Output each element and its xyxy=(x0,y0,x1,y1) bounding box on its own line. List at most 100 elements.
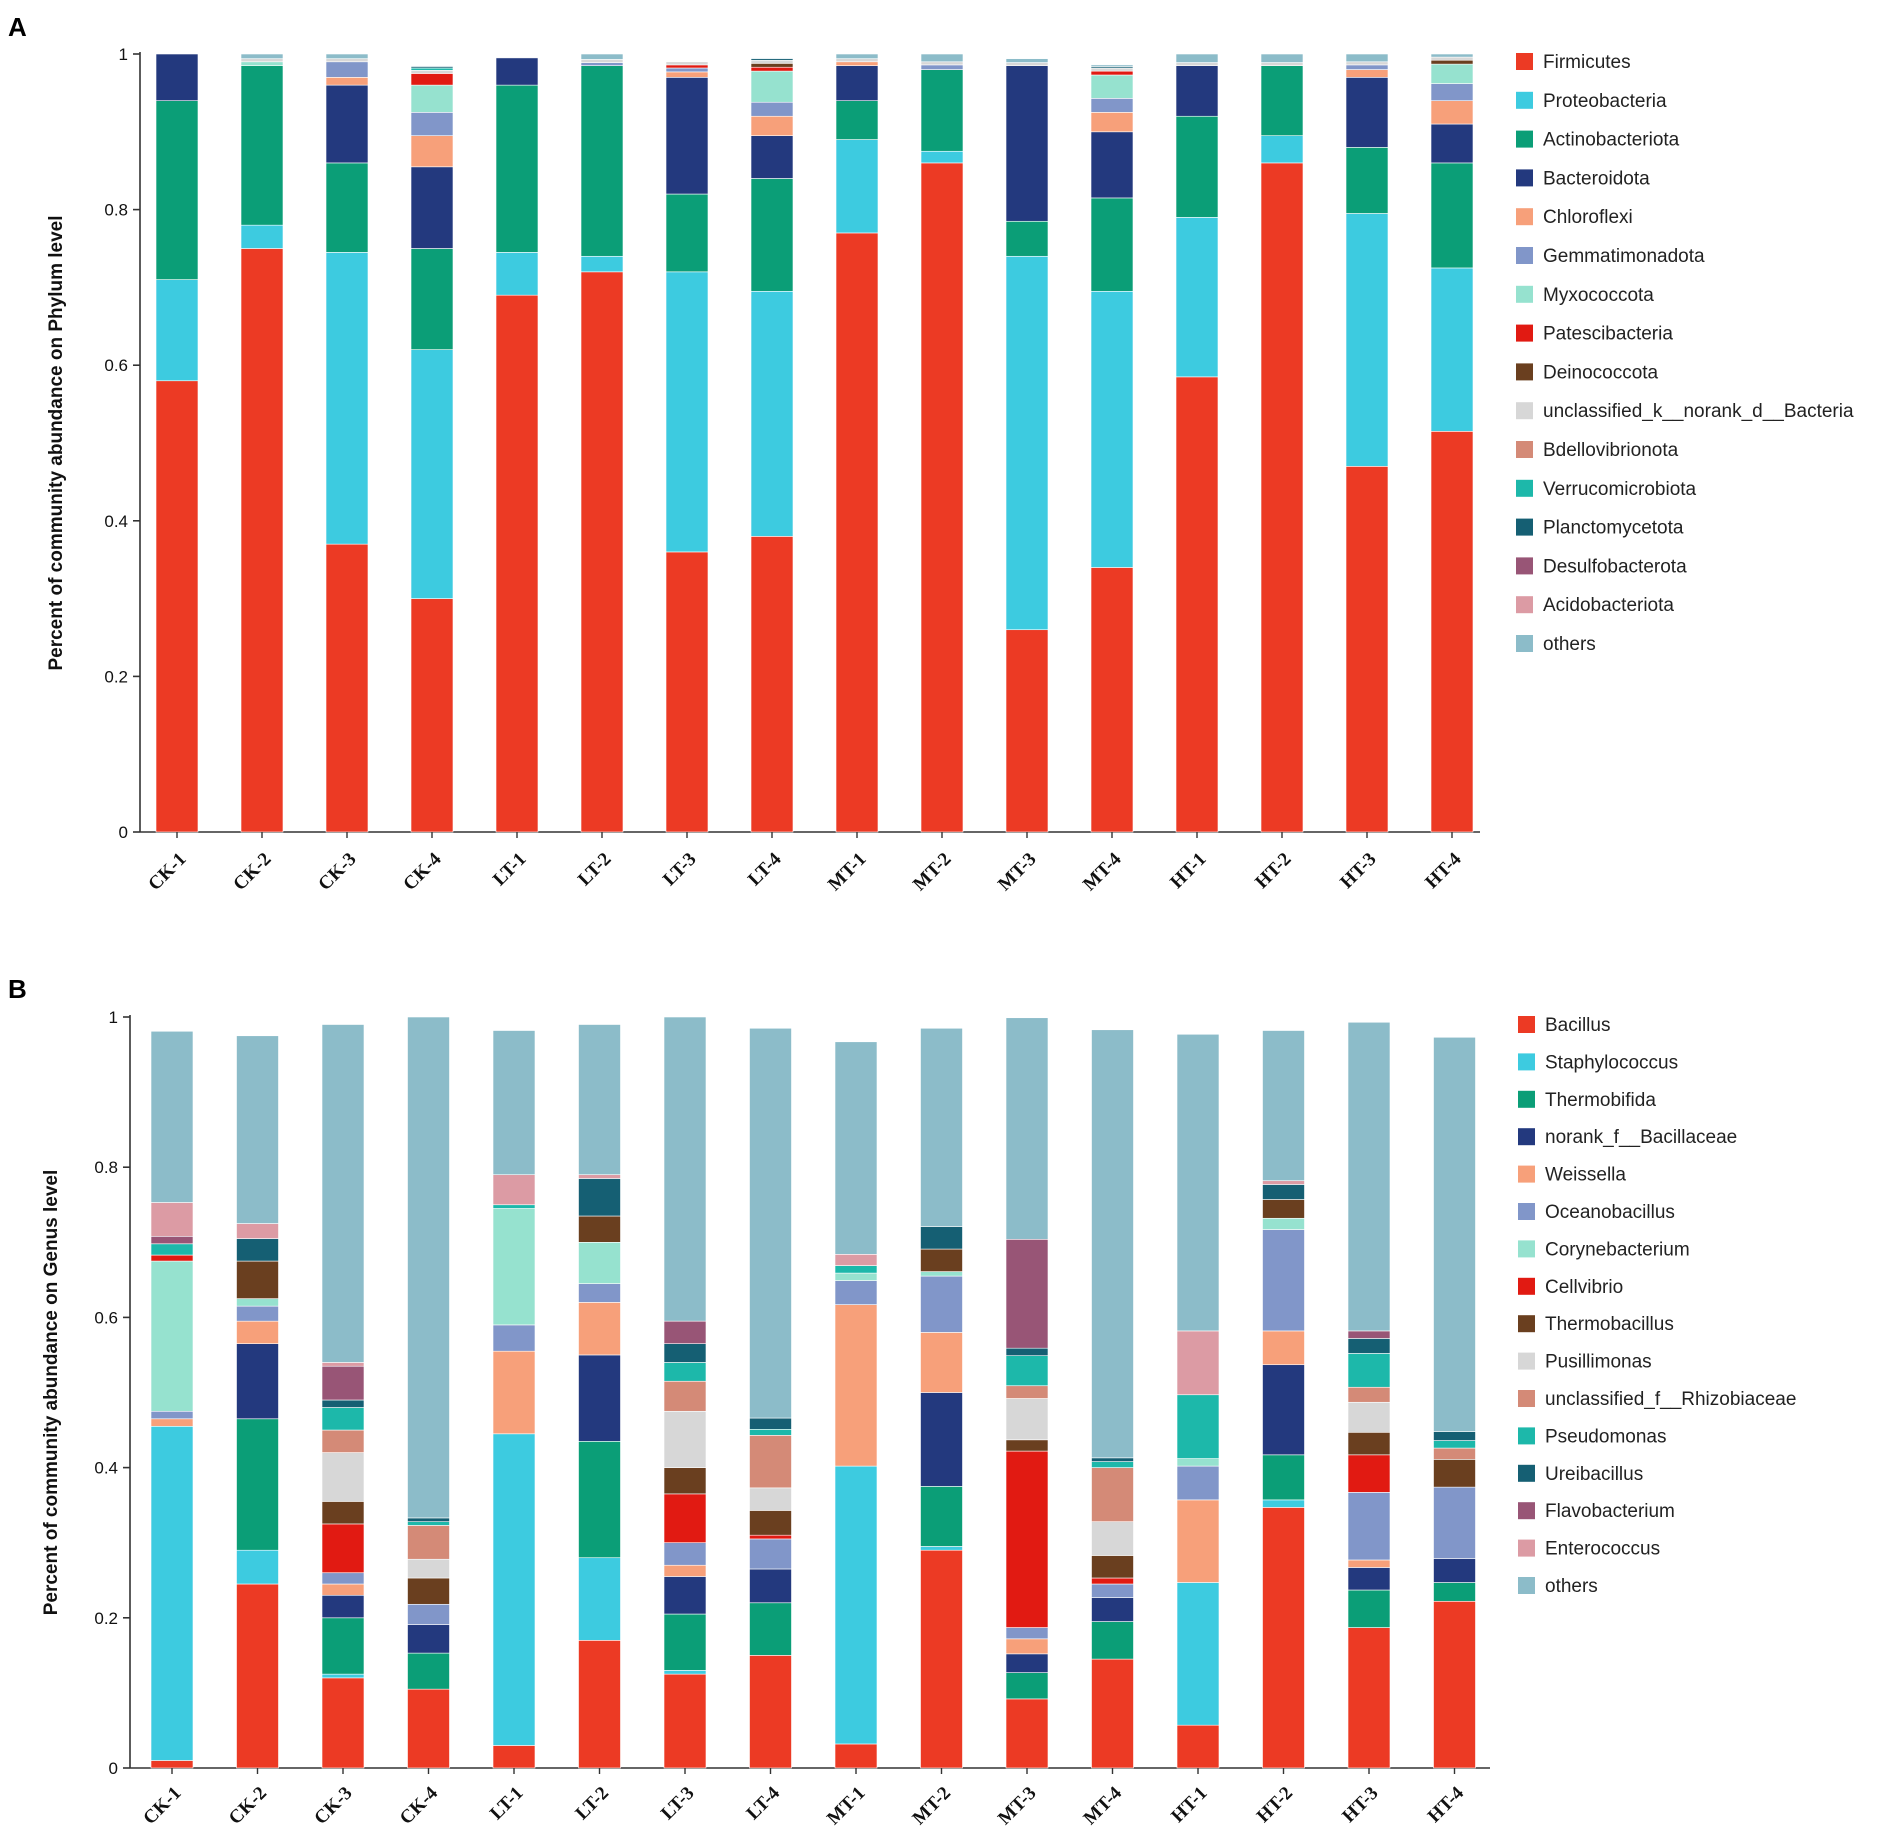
bar-segment-ht-3-others xyxy=(1345,53,1389,63)
bar-segment-ck-4-verrucomicrobiota xyxy=(410,67,454,71)
bar-segment-ht-2-oceanobacillus xyxy=(1262,1229,1305,1332)
bar-segment-ht-3-ureibacillus xyxy=(1347,1338,1391,1354)
bar-segment-ht-3-bacillus xyxy=(1347,1627,1391,1769)
bar-segment-ck-2-ureibacillus xyxy=(236,1238,279,1262)
bar-segment-ht-1-proteobacteria xyxy=(1175,217,1219,378)
legend-item-norank-f-bacillaceae: norank_f__Bacillaceae xyxy=(1518,1127,1737,1148)
bar-segment-mt-2-unclassified-k-norank-d-bacteria xyxy=(920,61,964,66)
bar-segment-ck-4-thermobacillus xyxy=(407,1577,450,1605)
bar-segment-mt-4-proteobacteria xyxy=(1090,290,1134,568)
legend-swatch xyxy=(1516,285,1533,303)
bar-segment-ck-4-firmicutes xyxy=(410,598,454,833)
bar-segment-ck-3-enterococcus xyxy=(321,1362,365,1367)
bar-segment-ck-3-cellvibrio xyxy=(321,1523,365,1574)
legend-swatch xyxy=(1516,130,1533,148)
bar-segment-lt-2-thermobifida xyxy=(578,1441,621,1559)
legend-label: Thermobacillus xyxy=(1545,1314,1674,1335)
bar-segment-ht-1-unclassified-k-norank-d-bacteria xyxy=(1175,62,1219,66)
legend-swatch xyxy=(1518,1165,1535,1183)
bar-segment-mt-4-ureibacillus xyxy=(1091,1457,1134,1462)
legend-label: Cellvibrio xyxy=(1545,1277,1623,1298)
bar-segment-ck-1-weissella xyxy=(150,1418,194,1427)
bar-segment-ht-2-others xyxy=(1262,1030,1305,1182)
bar-segment-mt-4-unclassified-k-norank-d-bacteria xyxy=(1090,67,1134,72)
y-tick-label: 0.4 xyxy=(94,1459,118,1478)
bar-stack-mt-3 xyxy=(1005,58,1049,833)
bar-segment-ht-3-unclassified-k-norank-d-bacteria xyxy=(1345,61,1389,66)
y-tick-label: 1 xyxy=(119,45,128,64)
legend-swatch xyxy=(1518,1053,1535,1071)
bar-segment-lt-2-ureibacillus xyxy=(578,1178,621,1217)
bar-segment-mt-3-proteobacteria xyxy=(1005,255,1049,631)
legend-swatch xyxy=(1516,596,1533,614)
bar-segment-mt-4-others xyxy=(1091,1029,1134,1459)
bar-segment-ck-4-others xyxy=(410,65,454,67)
legend-item-others: others xyxy=(1518,1576,1598,1597)
bar-segment-lt-4-firmicutes xyxy=(750,536,794,833)
bar-stack-mt-2 xyxy=(920,53,964,833)
bars-b xyxy=(150,1016,1476,1769)
bar-segment-mt-1-weissella xyxy=(834,1304,878,1467)
bar-segment-ck-4-others xyxy=(407,1016,450,1519)
legend-item-thermobacillus: Thermobacillus xyxy=(1518,1314,1674,1335)
legend-label: Proteobacteria xyxy=(1543,91,1667,112)
bar-segment-ht-2-thermobacillus xyxy=(1262,1199,1305,1219)
bar-segment-ck-2-unclassified-k-norank-d-bacteria xyxy=(240,58,284,63)
bar-stack-ck-2 xyxy=(240,53,284,833)
bar-segment-mt-2-others xyxy=(920,53,964,63)
bar-segment-mt-1-corynebacterium xyxy=(834,1272,878,1281)
bar-segment-ht-1-enterococcus xyxy=(1176,1330,1220,1396)
bar-segment-ck-3-staphylococcus xyxy=(321,1673,365,1679)
legend-swatch xyxy=(1518,1390,1535,1407)
bar-segment-ht-1-bacillus xyxy=(1176,1724,1220,1769)
legend-swatch xyxy=(1518,1352,1535,1370)
bar-stack-ck-2 xyxy=(236,1035,279,1769)
y-tick-label: 0.6 xyxy=(94,1308,118,1327)
legend-swatch xyxy=(1516,169,1533,187)
bar-segment-ck-4-proteobacteria xyxy=(410,349,454,599)
bar-segment-ck-1-proteobacteria xyxy=(155,279,199,382)
legend-label: Desulfobacterota xyxy=(1543,556,1687,577)
legend-item-staphylococcus: Staphylococcus xyxy=(1518,1052,1678,1073)
legend-a: Firmicutes Proteobacteria Actinobacteriota… xyxy=(1516,52,1854,655)
bar-segment-lt-2-gemmatimonadota xyxy=(580,62,624,66)
legend-swatch xyxy=(1516,363,1533,381)
bar-segment-mt-3-actinobacteriota xyxy=(1005,220,1049,257)
bar-segment-ht-3-cellvibrio xyxy=(1347,1454,1391,1493)
bar-segment-ck-4-myxococcota xyxy=(410,84,454,113)
legend-label: Chloroflexi xyxy=(1543,207,1633,228)
legend-swatch xyxy=(1516,518,1533,536)
bar-segment-mt-2-staphylococcus xyxy=(920,1546,963,1551)
bar-segment-lt-2-firmicutes xyxy=(580,271,624,833)
bar-segment-ck-2-staphylococcus xyxy=(236,1549,279,1585)
legend-item-firmicutes: Firmicutes xyxy=(1516,52,1631,73)
bar-segment-ck-2-thermobacillus xyxy=(236,1260,279,1299)
bar-segment-ck-2-others xyxy=(236,1035,279,1224)
bar-stack-ht-4 xyxy=(1430,53,1474,833)
legend-swatch xyxy=(1516,635,1533,652)
bar-segment-ck-3-others xyxy=(321,1024,365,1363)
bar-segment-ht-4-bacteroidota xyxy=(1430,123,1474,164)
bar-segment-lt-2-actinobacteriota xyxy=(580,65,624,257)
legend-item-unclassified-k-norank-d-bacteria: unclassified_k__norank_d__Bacteria xyxy=(1516,401,1854,422)
bar-segment-lt-2-enterococcus xyxy=(578,1174,621,1179)
bar-segment-ck-1-actinobacteriota xyxy=(155,100,199,280)
legend-label: others xyxy=(1543,634,1596,655)
bar-segment-lt-3-proteobacteria xyxy=(665,271,709,553)
bar-segment-lt-3-bacteroidota xyxy=(665,77,709,195)
legend-item-enterococcus: Enterococcus xyxy=(1518,1539,1660,1560)
bar-segment-mt-2-oceanobacillus xyxy=(920,1275,963,1333)
legend-swatch xyxy=(1516,402,1533,420)
legend-item-others: others xyxy=(1516,634,1596,655)
legend-label: Actinobacteriota xyxy=(1543,130,1680,151)
bar-segment-lt-3-flavobacterium xyxy=(663,1320,707,1344)
legend-item-myxococcota: Myxococcota xyxy=(1516,285,1654,306)
bar-segment-lt-1-bacteroidota xyxy=(495,57,539,86)
legend-item-ureibacillus: Ureibacillus xyxy=(1518,1464,1643,1485)
bar-segment-mt-4-chloroflexi xyxy=(1090,112,1134,133)
legend-item-weissella: Weissella xyxy=(1518,1165,1626,1186)
bar-segment-mt-2-ureibacillus xyxy=(920,1226,963,1250)
bar-segment-ck-3-thermobacillus xyxy=(321,1501,365,1525)
bar-segment-ht-3-proteobacteria xyxy=(1345,213,1389,467)
